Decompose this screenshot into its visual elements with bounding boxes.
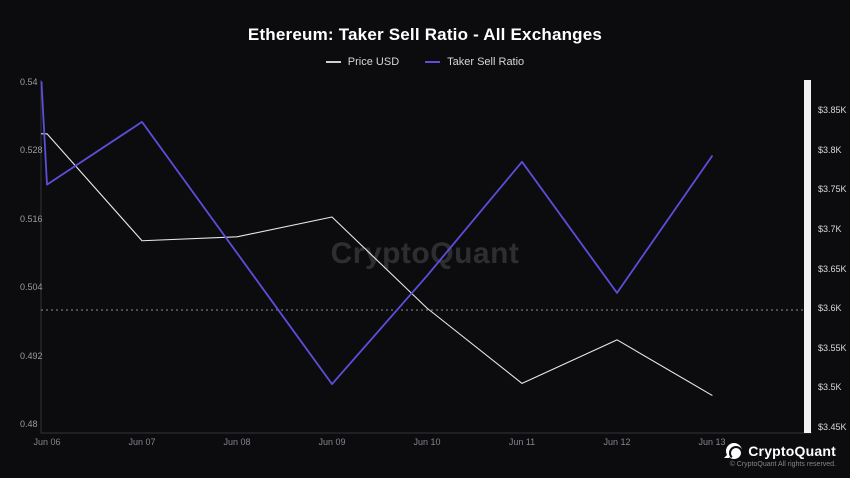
cryptoquant-logo-icon: [726, 443, 744, 460]
chart-title: Ethereum: Taker Sell Ratio - All Exchang…: [247, 25, 603, 44]
legend-swatch-price-usd: [325, 61, 341, 63]
legend-label-taker-sell-ratio: Taker Sell Ratio: [447, 56, 525, 68]
copyright-text: © CryptoQuant All rights reserved.: [729, 461, 836, 468]
legend-swatch-taker-sell-ratio: [425, 61, 441, 63]
brand-name: CryptoQuant: [748, 443, 836, 459]
brand-row: CryptoQuant: [726, 443, 836, 460]
legend: Price USD Taker Sell Ratio: [0, 56, 850, 68]
legend-item-taker-sell-ratio[interactable]: Taker Sell Ratio: [425, 56, 524, 68]
legend-item-price-usd[interactable]: Price USD: [325, 56, 400, 68]
footer-brand: CryptoQuant © CryptoQuant All rights res…: [726, 443, 836, 468]
legend-label-price-usd: Price USD: [347, 56, 400, 68]
